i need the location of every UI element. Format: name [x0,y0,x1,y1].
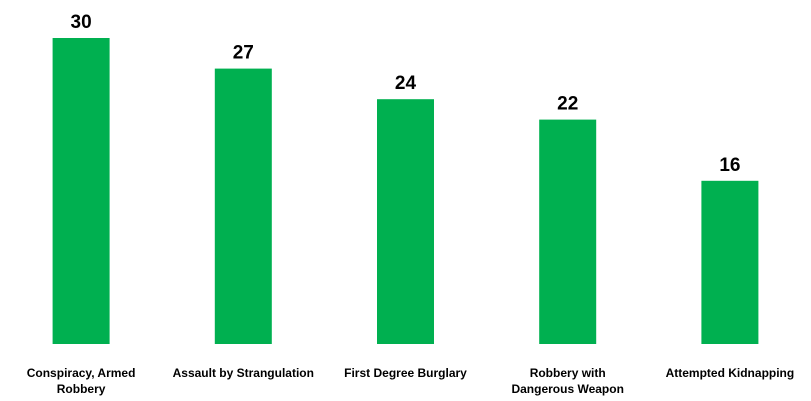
category-labels-layer: Conspiracy, Armed Robbery Assault by Stran… [27,366,794,396]
data-label: 22 [557,94,578,115]
category-label: Attempted Kidnapping [666,366,795,380]
bar [701,180,759,344]
bar [214,68,272,344]
data-label: 24 [395,73,417,94]
category-label: Conspiracy, Armed Robbery [27,366,136,396]
category-label-line: Assault by Strangulation [173,366,314,380]
bar [539,119,597,344]
category-label-line: Conspiracy, Armed [27,366,136,380]
value-labels-layer: 30 27 24 22 16 [71,12,741,176]
bars-layer [52,38,759,344]
category-label: First Degree Burglary [344,366,467,380]
category-label-line: First Degree Burglary [344,366,467,380]
category-label-line: Robbery [57,382,106,396]
bar [377,99,434,344]
category-label: Assault by Strangulation [173,366,314,380]
category-label: Robbery with Dangerous Weapon [511,366,623,396]
data-label: 30 [71,12,92,33]
bar [52,38,110,344]
data-label: 27 [233,43,254,64]
category-label-line: Dangerous Weapon [511,382,623,396]
category-label-line: Robbery with [530,366,606,380]
data-label: 16 [719,155,740,176]
category-label-line: Attempted Kidnapping [666,366,795,380]
